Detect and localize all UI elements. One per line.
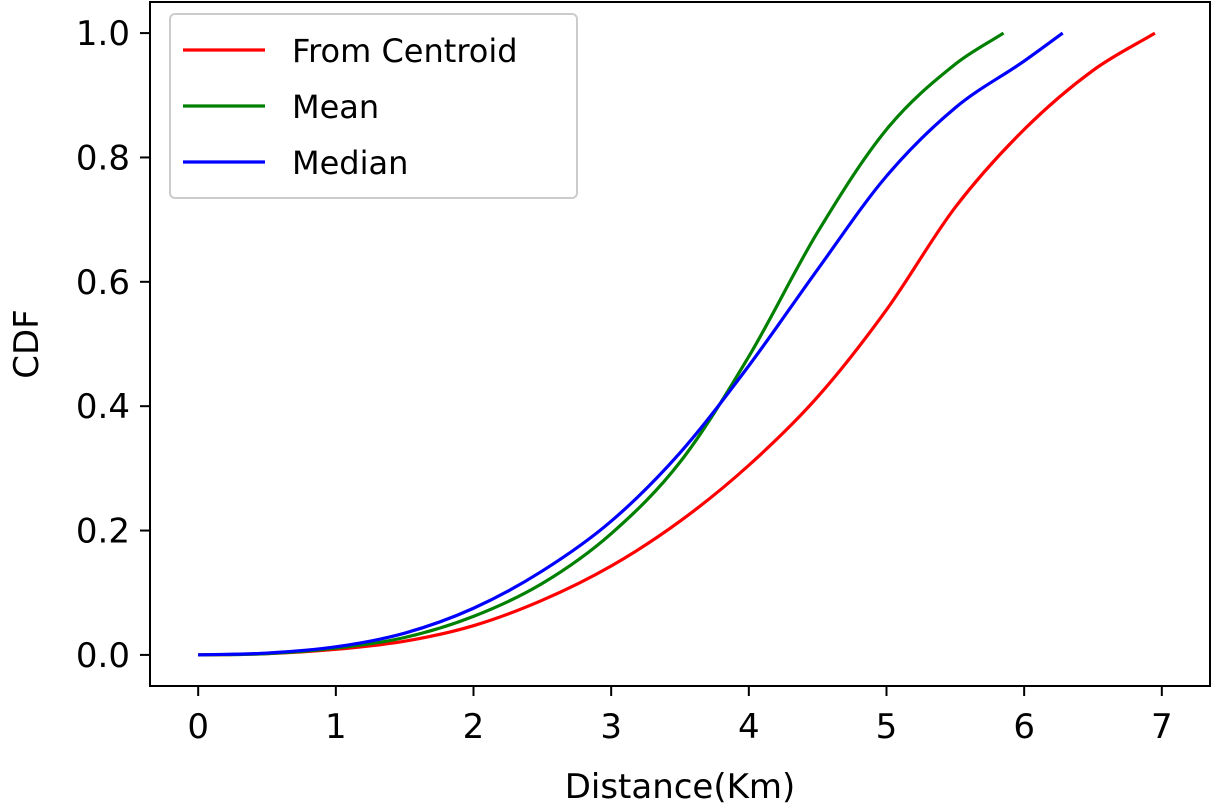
- y-tick-label: 0.8: [76, 138, 130, 178]
- y-axis-label: CDF: [7, 309, 47, 378]
- y-tick-label: 0.2: [76, 512, 130, 552]
- x-tick-label: 5: [876, 707, 898, 747]
- y-tick-label: 1.0: [76, 14, 130, 54]
- legend-box: [169, 13, 578, 199]
- x-tick-label: 6: [1013, 707, 1035, 747]
- series-line-median: [198, 31, 1064, 657]
- x-tick-label: 7: [1151, 707, 1173, 747]
- x-tick-label: 1: [325, 707, 347, 747]
- axis-ticks: 0 1 2 3 4 5 6 7 0.0 0.2 0.4 0.6 0.8 1.0: [76, 14, 1173, 747]
- x-axis-label: Distance(Km): [565, 767, 796, 807]
- legend: From Centroid Mean Median: [169, 13, 578, 199]
- x-tick-label: 4: [738, 707, 760, 747]
- x-tick-label: 3: [600, 707, 622, 747]
- x-tick-label: 0: [187, 707, 209, 747]
- y-tick-label: 0.4: [76, 387, 130, 427]
- legend-label: From Centroid: [292, 32, 518, 70]
- series-line-from-centroid: [198, 31, 1156, 657]
- plot-frame: [149, 1, 1211, 687]
- y-tick-label: 0.0: [76, 636, 130, 676]
- series-lines: [198, 31, 1156, 657]
- x-tick-label: 2: [463, 707, 485, 747]
- legend-label: Median: [292, 144, 408, 182]
- y-tick-label: 0.6: [76, 263, 130, 303]
- legend-label: Mean: [292, 88, 379, 126]
